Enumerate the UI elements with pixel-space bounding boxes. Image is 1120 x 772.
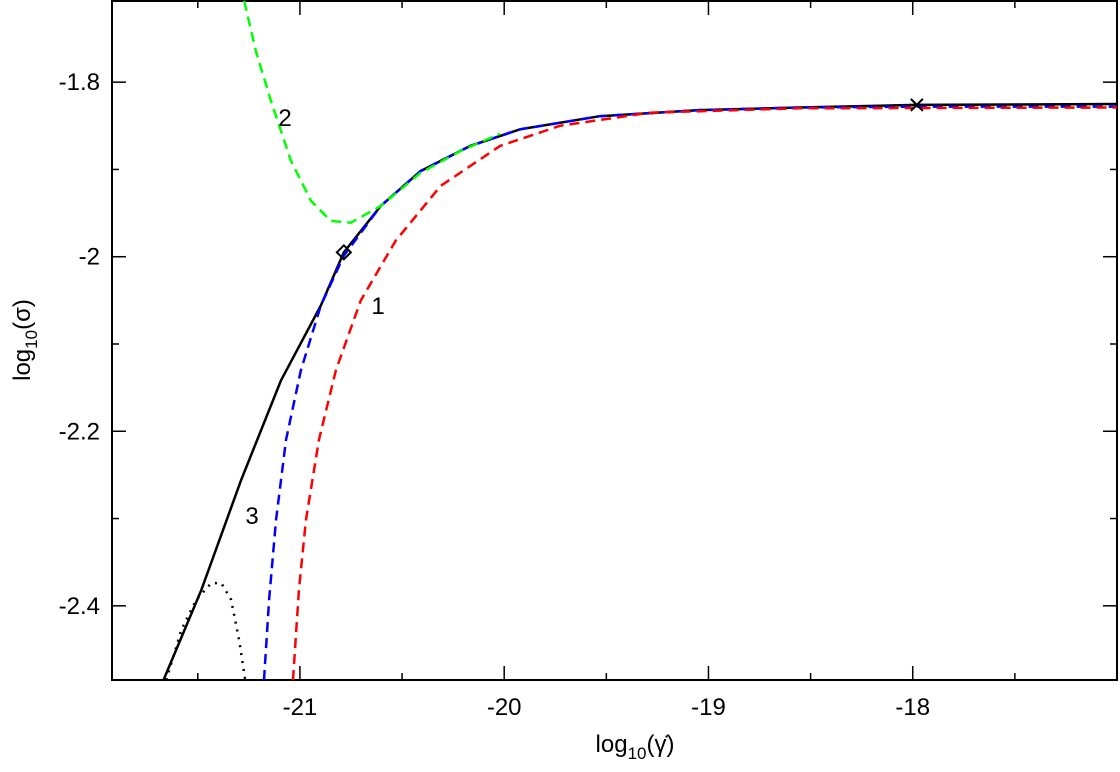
- diamond-marker: [335, 243, 353, 261]
- x-tick-label: -21: [283, 694, 318, 721]
- y-label-text: log: [9, 349, 36, 381]
- y-tick-label: -2.4: [59, 593, 100, 620]
- series-line: [242, 1, 501, 224]
- series-line: [165, 581, 247, 680]
- plot-frame: [111, 0, 1118, 681]
- y-label-sub: 10: [22, 330, 41, 349]
- plot-area: [162, 1, 1117, 680]
- x-tick-label: -20: [487, 694, 522, 721]
- series-line: [291, 106, 1117, 680]
- curve-label: 3: [245, 503, 258, 530]
- x-tick-label: -18: [895, 694, 930, 721]
- y-label-text: (σ): [9, 299, 36, 330]
- y-axis-label: log10(σ): [9, 299, 41, 381]
- series-line: [262, 105, 1117, 680]
- curve-label: 1: [371, 293, 384, 320]
- curve-label: 2: [278, 105, 291, 132]
- x-label-sub: 10: [628, 744, 647, 763]
- x-label-text: log: [596, 731, 628, 758]
- x-axis-label: log10(γ̇): [596, 731, 675, 763]
- y-tick-label: -1.8: [59, 69, 100, 96]
- x-label-text: (γ̇): [646, 731, 674, 758]
- cross-marker: [910, 98, 924, 112]
- y-tick-label: -2: [79, 244, 100, 271]
- y-tick-label: -2.2: [59, 418, 100, 445]
- x-tick-label: -19: [691, 694, 726, 721]
